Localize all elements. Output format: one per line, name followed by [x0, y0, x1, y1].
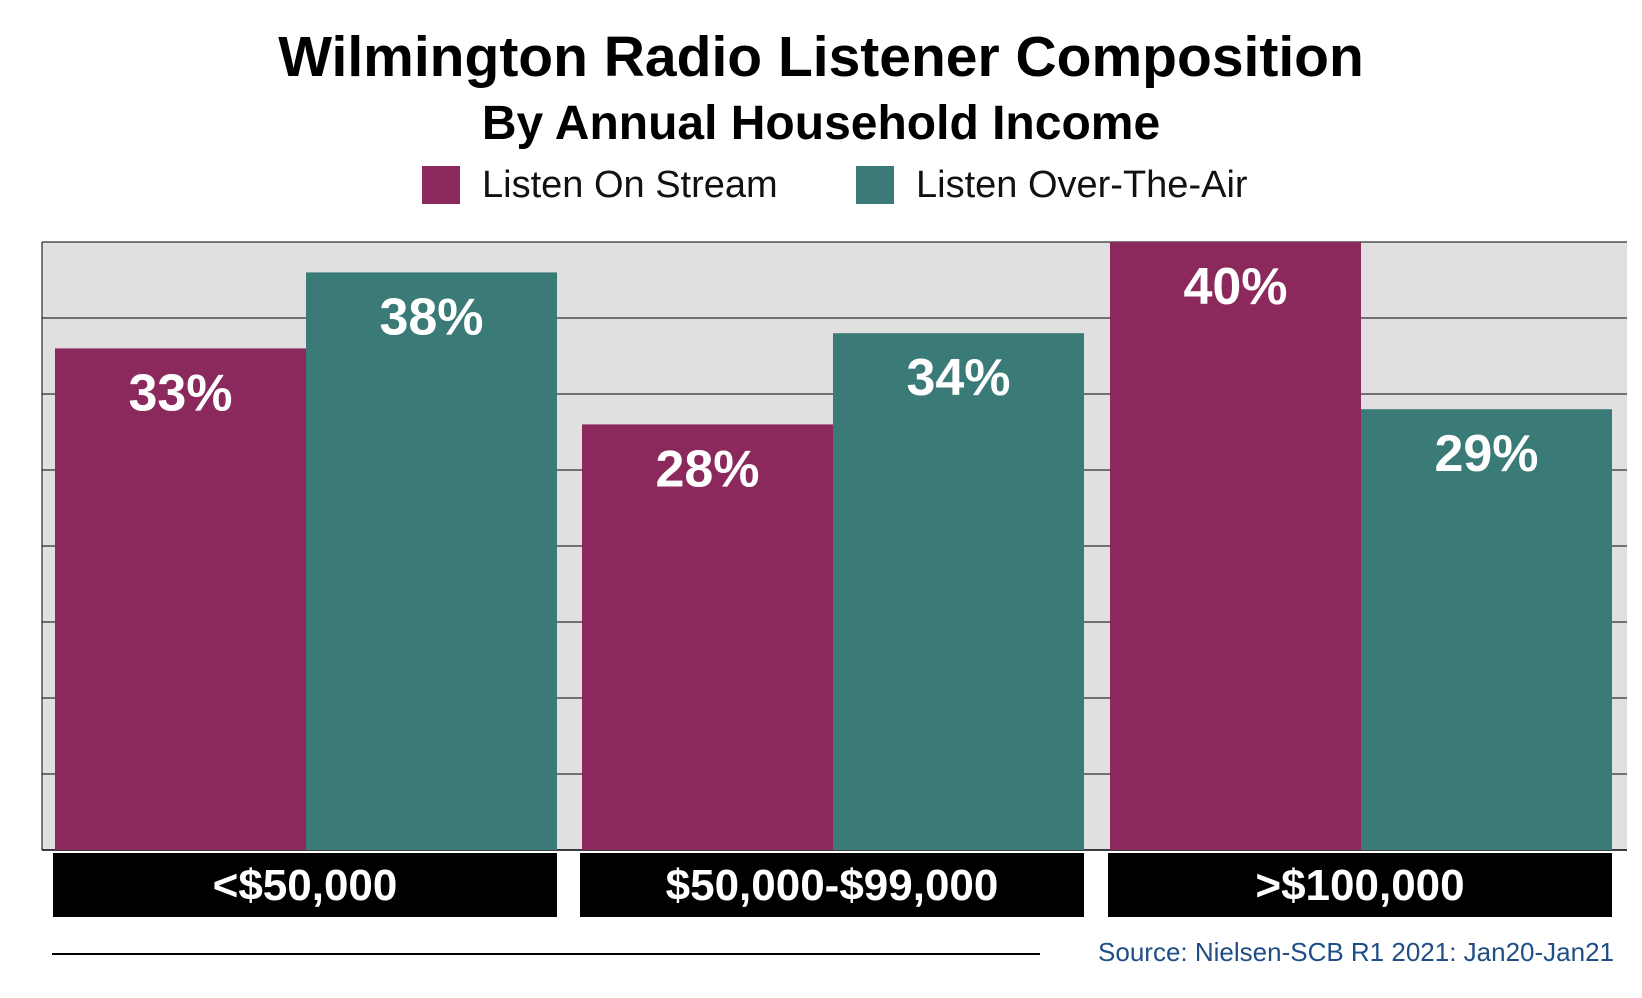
- bar-1-0: [306, 272, 557, 850]
- category-label-2: >$100,000: [1255, 861, 1464, 910]
- legend-item-over-the-air: Listen Over-The-Air: [856, 163, 1248, 207]
- category-band-2: [1108, 853, 1612, 917]
- data-label-1-1: 34%: [906, 349, 1010, 407]
- data-label-1-0: 38%: [379, 288, 483, 346]
- chart-title: Wilmington Radio Listener Composition: [278, 25, 1364, 89]
- bar-1-1: [833, 333, 1084, 850]
- legend-label-over-the-air: Listen Over-The-Air: [916, 163, 1248, 206]
- legend-swatch-over-the-air: [856, 166, 894, 204]
- legend-item-stream: Listen On Stream: [422, 163, 778, 207]
- bar-1-2: [1361, 409, 1612, 850]
- source-note: Source: Nielsen-SCB R1 2021: Jan20-Jan21: [1098, 937, 1614, 967]
- chart-subtitle: By Annual Household Income: [481, 97, 1161, 150]
- category-band-1: [580, 853, 1084, 917]
- bar-0-1: [582, 424, 833, 850]
- data-label-1-2: 29%: [1434, 425, 1538, 483]
- bar-0-0: [55, 348, 306, 850]
- category-label-1: $50,000-$99,000: [666, 861, 999, 910]
- category-label-0: <$50,000: [213, 861, 398, 910]
- data-label-0-1: 28%: [655, 440, 759, 498]
- data-label-0-2: 40%: [1183, 258, 1287, 316]
- data-label-0-0: 33%: [128, 364, 232, 422]
- legend-swatch-stream: [422, 166, 460, 204]
- legend-label-stream: Listen On Stream: [482, 163, 778, 206]
- bar-0-2: [1110, 242, 1361, 850]
- category-band-0: [53, 853, 557, 917]
- source-divider: [52, 953, 1040, 955]
